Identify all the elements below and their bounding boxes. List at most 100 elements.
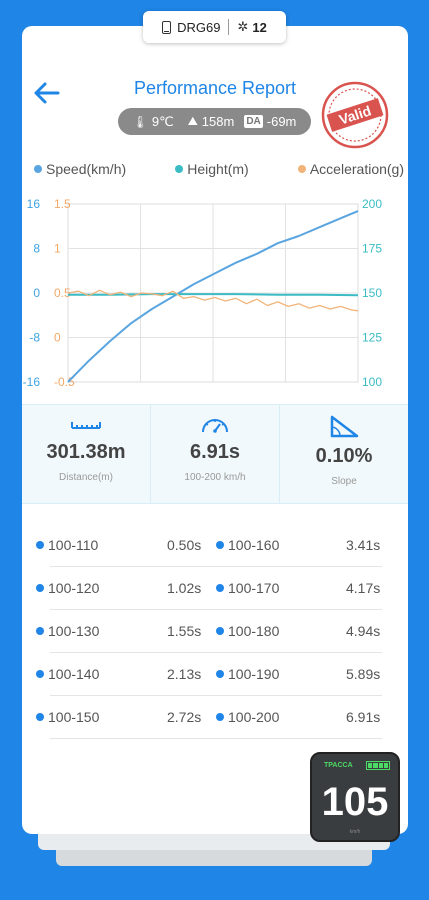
split-label-right: 100-190: [216, 653, 279, 696]
split-label-left: 100-150: [36, 696, 99, 739]
stat-label: Slope: [331, 476, 357, 487]
bullet-dot: [36, 627, 44, 635]
stat-slope: 0.10% Slope: [279, 405, 408, 503]
stat-distance: 301.38m Distance(m): [22, 405, 150, 503]
bullet-dot: [216, 584, 224, 592]
right-tick-label: 175: [362, 242, 382, 256]
split-label-left: 100-110: [36, 524, 98, 567]
stat-label: 100-200 km/h: [184, 472, 246, 483]
speed-tick-label: 0: [33, 286, 40, 300]
speed-series-line: [67, 210, 359, 383]
split-label-right: 100-180: [216, 610, 279, 653]
performance-chart[interactable]: 16 8 0 -8 -16 1.5 1 0.5 0 -0.5 200 175 150 125 100: [22, 186, 408, 386]
row-divider: [50, 695, 382, 696]
bullet-dot: [36, 713, 44, 721]
stats-panel: 301.38m Distance(m) 6.91s 100-200 km/h 0…: [22, 404, 408, 504]
da-badge: DA: [244, 115, 263, 128]
accel-tick-label: 0.5: [54, 286, 71, 300]
card-stack-shadow-2: [56, 846, 372, 866]
satellite-count: 12: [252, 19, 267, 35]
split-label-left: 100-140: [36, 653, 99, 696]
bullet-dot: [216, 541, 224, 549]
chart-legend: Speed(km/h) Height(m) Acceleration(g): [34, 161, 404, 177]
split-time-left: 1.02s: [167, 580, 202, 596]
split-label-right: 100-160: [216, 524, 279, 567]
split-label-right: 100-200: [216, 696, 279, 739]
right-tick-label: 150: [362, 286, 382, 300]
acceleration-series-line: [67, 289, 359, 312]
table-row: 100-110 0.50s 100-160 3.41s: [36, 524, 396, 567]
stat-label: Distance(m): [59, 472, 113, 483]
speedometer-device-thumbnail[interactable]: TPACCA 105 km/h: [310, 752, 400, 842]
stat-value: 6.91s: [189, 441, 241, 463]
legend-item-speed[interactable]: Speed(km/h): [34, 161, 126, 177]
density-altitude: -69m: [266, 114, 297, 129]
speedo-unit: km/h: [349, 829, 361, 835]
split-label-right: 100-170: [216, 567, 279, 610]
split-time-left: 1.55s: [167, 623, 202, 639]
split-time-right: 4.94s: [346, 623, 381, 639]
divider: [228, 19, 230, 35]
right-tick-label: 100: [362, 375, 382, 386]
bullet-dot: [36, 541, 44, 549]
accel-tick-label: 1: [54, 242, 61, 256]
split-time-left: 2.72s: [167, 709, 202, 725]
bullet-dot: [216, 713, 224, 721]
phone-icon: [162, 20, 172, 34]
valid-stamp: Valid: [321, 81, 389, 149]
back-arrow-icon[interactable]: [32, 78, 62, 108]
split-times-list: 100-110 0.50s 100-160 3.41s 100-120 1.02…: [36, 524, 396, 739]
thermometer-icon: 🌡: [132, 114, 148, 129]
altitude: 158m: [201, 114, 235, 129]
row-divider: [50, 652, 382, 653]
stat-value: 301.38m: [46, 441, 126, 463]
legend-dot: [175, 165, 184, 173]
row-divider: [50, 609, 382, 610]
battery-icon: [366, 761, 390, 770]
legend-dot: [297, 165, 306, 173]
speed-tick-label: -16: [23, 375, 41, 386]
legend-item-acceleration[interactable]: Acceleration(g): [297, 161, 404, 177]
device-pill[interactable]: DRG69 ✲ 12: [143, 11, 286, 43]
satellite-icon: ✲: [237, 19, 249, 34]
speedo-value: 105: [321, 780, 389, 824]
split-time-left: 2.13s: [167, 666, 202, 682]
stat-value: 0.10%: [315, 445, 373, 467]
right-tick-label: 200: [362, 197, 382, 211]
split-label-left: 100-120: [36, 567, 99, 610]
speed-tick-label: 16: [27, 197, 41, 211]
report-card: Performance Report 🌡 9℃ ⛰ 158m DA -69m V…: [22, 26, 408, 834]
ruler-icon: [71, 422, 101, 429]
row-divider: [50, 738, 382, 739]
table-row: 100-140 2.13s 100-190 5.89s: [36, 653, 396, 696]
split-time-left: 0.50s: [167, 537, 202, 553]
bullet-dot: [216, 627, 224, 635]
accel-tick-label: 0: [54, 331, 61, 345]
page-title: Performance Report: [133, 78, 297, 98]
speed-tick-label: 8: [33, 242, 40, 256]
speedometer-icon: [202, 419, 228, 433]
slope-icon: [330, 415, 359, 438]
table-row: 100-120 1.02s 100-170 4.17s: [36, 567, 396, 610]
stat-time: 6.91s 100-200 km/h: [150, 405, 279, 503]
speedo-brand: TPACCA: [324, 762, 353, 769]
legend-dot: [34, 165, 42, 173]
split-time-right: 3.41s: [346, 537, 381, 553]
table-row: 100-130 1.55s 100-180 4.94s: [36, 610, 396, 653]
split-time-right: 6.91s: [346, 709, 381, 725]
accel-tick-label: 1.5: [54, 197, 71, 211]
bullet-dot: [36, 670, 44, 678]
device-name: DRG69: [177, 19, 221, 35]
table-row: 100-150 2.72s 100-200 6.91s: [36, 696, 396, 739]
conditions-pill: 🌡 9℃ ⛰ 158m DA -69m: [118, 108, 311, 135]
speed-tick-label: -8: [29, 331, 40, 345]
bullet-dot: [216, 670, 224, 678]
row-divider: [50, 566, 382, 567]
right-tick-label: 125: [362, 331, 382, 345]
temperature: 9℃: [151, 113, 174, 129]
bullet-dot: [36, 584, 44, 592]
legend-item-height[interactable]: Height(m): [175, 161, 249, 177]
split-time-right: 5.89s: [346, 666, 381, 682]
split-label-left: 100-130: [36, 610, 99, 653]
accel-tick-label: -0.5: [54, 375, 75, 386]
